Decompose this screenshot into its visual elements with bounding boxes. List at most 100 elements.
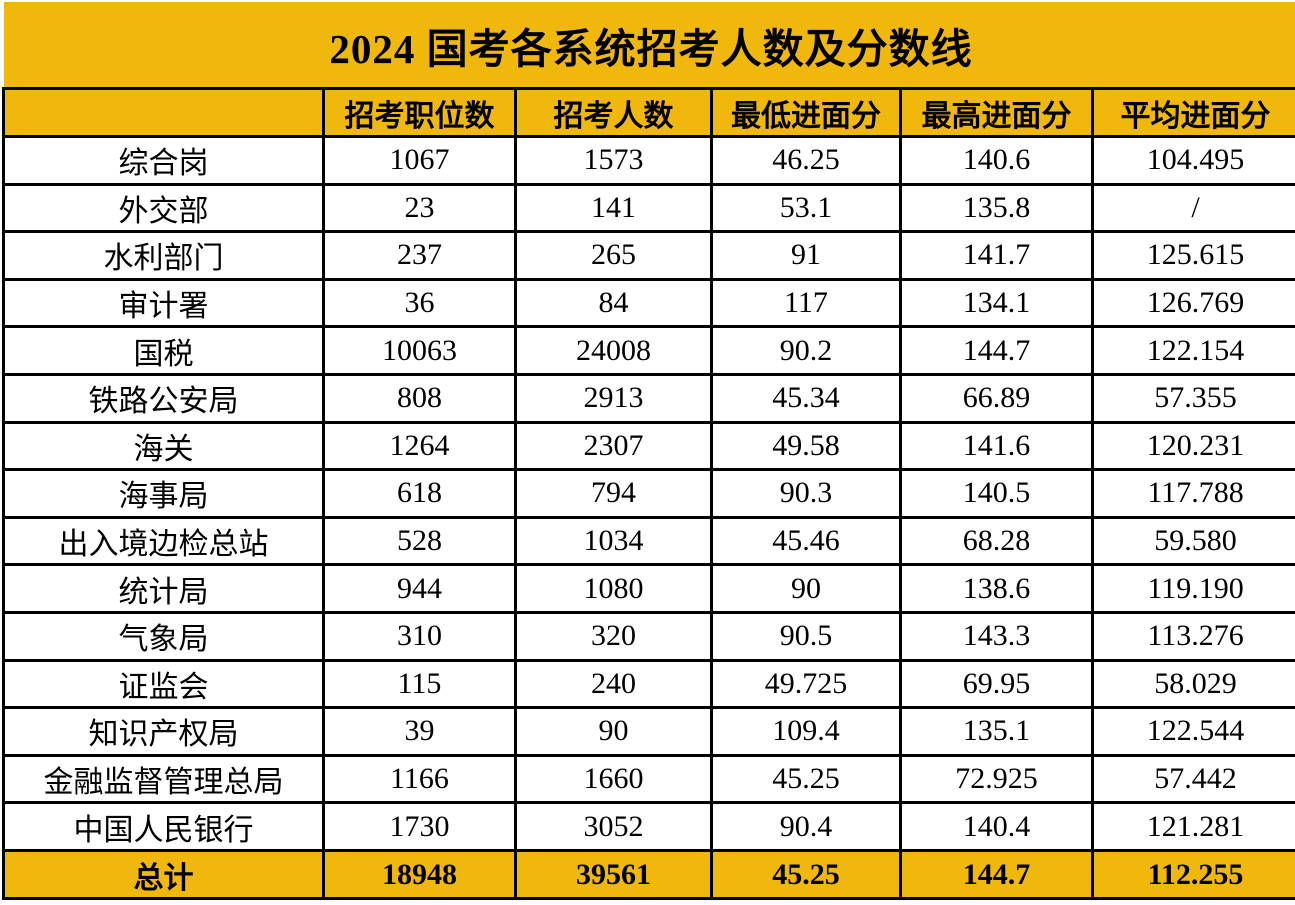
cell-max-score: 141.6 — [899, 420, 1094, 472]
cell-min-score: 90.2 — [710, 325, 902, 376]
cell-positions: 944 — [322, 563, 517, 614]
cell-min-score: 49.725 — [710, 658, 902, 710]
cell-people: 90 — [514, 706, 713, 757]
cell-avg-score: 126.769 — [1090, 277, 1295, 329]
cell-people: 3052 — [514, 801, 713, 852]
cell-max-score: 140.4 — [899, 801, 1094, 852]
cell-max-score: 141.7 — [899, 230, 1094, 281]
table-row: 统计局 944 1080 90 138.6 119.190 — [2, 563, 1295, 614]
table-row: 中国人民银行 1730 3052 90.4 140.4 121.281 — [2, 801, 1295, 852]
cell-avg-score: 59.580 — [1090, 515, 1295, 567]
table-row: 气象局 310 320 90.5 143.3 113.276 — [2, 610, 1295, 662]
cell-system-name: 证监会 — [2, 658, 325, 710]
cell-people: 84 — [514, 277, 713, 329]
header-avg-score: 平均进面分 — [1090, 87, 1295, 138]
cell-max-score: 140.6 — [899, 135, 1094, 186]
cell-system-name: 综合岗 — [2, 135, 325, 186]
table-row: 海事局 618 794 90.3 140.5 117.788 — [2, 468, 1295, 519]
cell-positions: 115 — [322, 658, 517, 710]
cell-max-score: 135.1 — [899, 706, 1094, 757]
cell-system-name: 知识产权局 — [2, 706, 325, 757]
cell-positions: 1067 — [322, 135, 517, 186]
cell-positions: 528 — [322, 515, 517, 567]
total-row: 总计 18948 39561 45.25 144.7 112.255 — [2, 849, 1295, 900]
table-row: 国税 10063 24008 90.2 144.7 122.154 — [2, 325, 1295, 376]
table-row: 审计署 36 84 117 134.1 126.769 — [2, 277, 1295, 329]
cell-max-score: 135.8 — [899, 182, 1094, 234]
cell-people: 1660 — [514, 753, 713, 805]
cell-system-name: 统计局 — [2, 563, 325, 614]
table-row: 海关 1264 2307 49.58 141.6 120.231 — [2, 420, 1295, 472]
cell-avg-score: 120.231 — [1090, 420, 1295, 472]
cell-system-name: 外交部 — [2, 182, 325, 234]
cell-min-score: 45.25 — [710, 753, 902, 805]
cell-avg-score: 117.788 — [1090, 468, 1295, 519]
header-row: 招考职位数 招考人数 最低进面分 最高进面分 平均进面分 — [2, 87, 1295, 138]
cell-min-score: 46.25 — [710, 135, 902, 186]
cell-avg-score: 104.495 — [1090, 135, 1295, 186]
cell-people: 320 — [514, 610, 713, 662]
cell-min-score: 90 — [710, 563, 902, 614]
cell-system-name: 金融监督管理总局 — [2, 753, 325, 805]
cell-positions: 10063 — [322, 325, 517, 376]
total-avg-score: 112.255 — [1090, 849, 1295, 900]
cell-positions: 237 — [322, 230, 517, 281]
cell-positions: 310 — [322, 610, 517, 662]
cell-min-score: 90.3 — [710, 468, 902, 519]
cell-people: 1034 — [514, 515, 713, 567]
cell-system-name: 审计署 — [2, 277, 325, 329]
cell-system-name: 海关 — [2, 420, 325, 472]
cell-min-score: 90.5 — [710, 610, 902, 662]
cell-people: 794 — [514, 468, 713, 519]
cell-avg-score: 122.544 — [1090, 706, 1295, 757]
cell-avg-score: 119.190 — [1090, 563, 1295, 614]
cell-positions: 23 — [322, 182, 517, 234]
cell-min-score: 49.58 — [710, 420, 902, 472]
table-row: 综合岗 1067 1573 46.25 140.6 104.495 — [2, 135, 1295, 186]
cell-min-score: 109.4 — [710, 706, 902, 757]
cell-system-name: 国税 — [2, 325, 325, 376]
total-min-score: 45.25 — [710, 849, 902, 900]
cell-positions: 1166 — [322, 753, 517, 805]
table-row: 证监会 115 240 49.725 69.95 58.029 — [2, 658, 1295, 710]
table-row: 外交部 23 141 53.1 135.8 / — [2, 182, 1295, 234]
cell-max-score: 69.95 — [899, 658, 1094, 710]
total-max-score: 144.7 — [899, 849, 1094, 900]
cell-max-score: 68.28 — [899, 515, 1094, 567]
cell-min-score: 53.1 — [710, 182, 902, 234]
cell-max-score: 72.925 — [899, 753, 1094, 805]
cell-min-score: 45.46 — [710, 515, 902, 567]
cell-people: 240 — [514, 658, 713, 710]
cell-system-name: 海事局 — [2, 468, 325, 519]
total-label: 总计 — [2, 849, 325, 900]
table-row: 金融监督管理总局 1166 1660 45.25 72.925 57.442 — [2, 753, 1295, 805]
cell-positions: 39 — [322, 706, 517, 757]
cell-system-name: 铁路公安局 — [2, 372, 325, 424]
cell-people: 24008 — [514, 325, 713, 376]
cell-max-score: 138.6 — [899, 563, 1094, 614]
cell-people: 265 — [514, 230, 713, 281]
cell-people: 1573 — [514, 135, 713, 186]
cell-min-score: 91 — [710, 230, 902, 281]
cell-system-name: 中国人民银行 — [2, 801, 325, 852]
cell-avg-score: / — [1090, 182, 1295, 234]
cell-max-score: 140.5 — [899, 468, 1094, 519]
cell-people: 1080 — [514, 563, 713, 614]
cell-max-score: 143.3 — [899, 610, 1094, 662]
header-max-score: 最高进面分 — [899, 87, 1094, 138]
cell-min-score: 117 — [710, 277, 902, 329]
title-row: 2024 国考各系统招考人数及分数线 — [3, 2, 1295, 90]
cell-avg-score: 113.276 — [1090, 610, 1295, 662]
cell-positions: 1730 — [322, 801, 517, 852]
cell-positions: 808 — [322, 372, 517, 424]
header-positions: 招考职位数 — [322, 87, 517, 138]
cell-people: 141 — [514, 182, 713, 234]
cell-people: 2307 — [514, 420, 713, 472]
cell-positions: 1264 — [322, 420, 517, 472]
cell-avg-score: 122.154 — [1090, 325, 1295, 376]
cell-avg-score: 121.281 — [1090, 801, 1295, 852]
cell-avg-score: 58.029 — [1090, 658, 1295, 710]
cell-avg-score: 57.355 — [1090, 372, 1295, 424]
